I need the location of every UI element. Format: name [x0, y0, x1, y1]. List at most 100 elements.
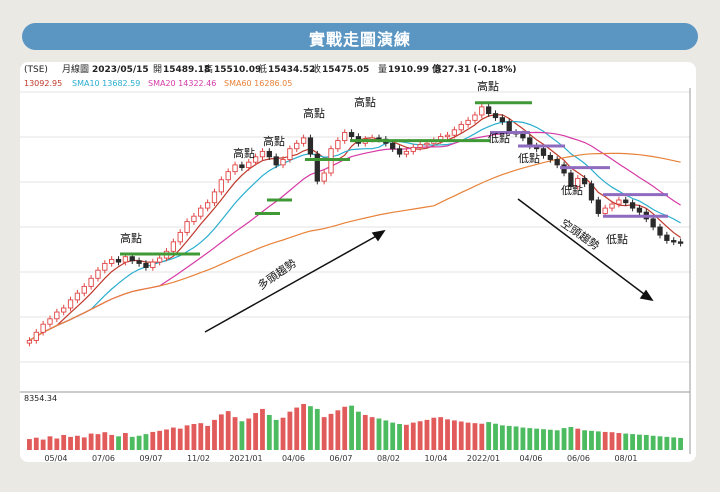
candle-body	[417, 144, 423, 148]
x-tick-label: 07/06	[92, 454, 115, 462]
candle-body	[266, 150, 272, 158]
low-point-label-4: 低點	[606, 233, 628, 246]
candle-body	[177, 231, 183, 243]
volume-bar	[376, 418, 382, 450]
chart-panel: (TSE) 月線圖 2023/05/15 開 15489.18 高 15510.…	[20, 62, 696, 462]
volume-bar	[527, 428, 533, 450]
volume-bar	[534, 428, 540, 450]
volume-bar	[253, 413, 259, 450]
candle-body	[390, 142, 396, 150]
candlesticks	[26, 103, 684, 347]
candle-body	[396, 148, 403, 155]
candle-body	[33, 331, 39, 341]
candle-body	[410, 146, 416, 152]
volume-bar	[102, 432, 108, 450]
volume-bar	[431, 417, 437, 450]
volume-bar	[637, 434, 642, 450]
candle-body	[629, 202, 636, 209]
volume-bar	[273, 419, 279, 450]
candle-body	[479, 106, 485, 116]
volume-label: 量	[378, 64, 387, 75]
x-tick-label: 04/06	[519, 454, 542, 462]
volume-bar	[643, 434, 649, 450]
volume-bar	[33, 437, 39, 450]
candle-body	[458, 123, 464, 131]
candle-body	[109, 258, 115, 264]
volume-bar	[657, 436, 663, 450]
candle-body	[595, 199, 601, 214]
candle-body	[616, 199, 622, 205]
volume-bar	[260, 408, 265, 450]
change-value: -27.31 (-0.18%)	[438, 65, 517, 75]
volume-bar	[61, 434, 67, 450]
candle-body	[225, 171, 231, 181]
volume-bar	[547, 429, 553, 450]
candle-body	[499, 117, 506, 123]
volume-bar	[671, 437, 677, 450]
volume-bar	[287, 411, 293, 450]
candle-body	[211, 191, 218, 204]
bull-trend-label: 多頭趨勢	[255, 256, 299, 293]
x-tick-label: 2021/01	[229, 454, 262, 462]
candle-body	[54, 311, 60, 320]
candle-body	[81, 285, 87, 294]
volume-bar	[27, 439, 32, 450]
volume-bar	[54, 438, 60, 450]
title-banner: 實戰走圖演練	[22, 23, 698, 50]
volume-bar	[314, 408, 320, 450]
volume-bar	[664, 436, 670, 450]
page-title: 實戰走圖演練	[308, 30, 411, 49]
candle-body	[547, 154, 553, 160]
volume-bar	[486, 422, 492, 450]
volume-bar	[116, 436, 121, 450]
candle-body	[273, 156, 279, 166]
candle-body	[40, 323, 46, 333]
volume-bar	[95, 434, 101, 450]
low-label: 低	[258, 63, 267, 75]
x-axis-ticks: 05/04 07/06 09/07 11/02 2021/01 04/06 06/07 08/…	[44, 454, 637, 462]
candle-body	[191, 215, 197, 223]
x-tick-label: 2022/01	[467, 454, 500, 462]
volume-bar	[239, 421, 245, 450]
sma5-line	[29, 114, 681, 341]
volume-bar	[438, 417, 444, 450]
volume-bar	[198, 423, 204, 450]
volume-bar	[506, 425, 512, 450]
volume-bar	[397, 423, 402, 450]
volume-bar	[143, 434, 149, 450]
level-lines	[120, 101, 668, 256]
candle-body	[88, 277, 94, 287]
volume-bar	[493, 423, 498, 450]
x-tick-label: 04/06	[282, 454, 305, 462]
volume-bar	[294, 407, 300, 450]
price-chart: (TSE) 月線圖 2023/05/15 開 15489.18 高 15510.…	[20, 63, 691, 462]
sma60-legend: SMA60 16286.05	[224, 79, 292, 88]
candle-body	[677, 241, 684, 244]
volume-bar	[75, 435, 80, 450]
candle-body	[314, 153, 320, 182]
volume-bar	[349, 405, 354, 450]
candle-body	[218, 179, 224, 193]
candle-body	[184, 221, 190, 233]
volume-bar	[417, 421, 423, 450]
candle-body	[664, 234, 670, 241]
low-point-label-3: 低點	[561, 184, 583, 197]
sma20-legend: SMA20 14322.46	[148, 79, 216, 88]
candle-body	[239, 164, 245, 169]
candle-body	[26, 339, 33, 344]
candle-body	[74, 292, 81, 301]
high-point-label-3: 高點	[263, 134, 285, 148]
volume-bar	[164, 429, 169, 450]
volume-bar	[678, 437, 683, 450]
high-label: 高	[204, 63, 213, 75]
volume-bar	[424, 419, 430, 450]
candle-body	[198, 207, 204, 217]
volume-bar	[342, 406, 348, 450]
candle-body	[623, 199, 629, 204]
volume-bar	[445, 419, 450, 450]
candle-body	[280, 159, 286, 166]
candle-body	[581, 177, 588, 185]
volume-bar	[616, 433, 622, 450]
ma5-legend: 13092.95	[24, 79, 62, 88]
volume-bar	[630, 434, 635, 450]
